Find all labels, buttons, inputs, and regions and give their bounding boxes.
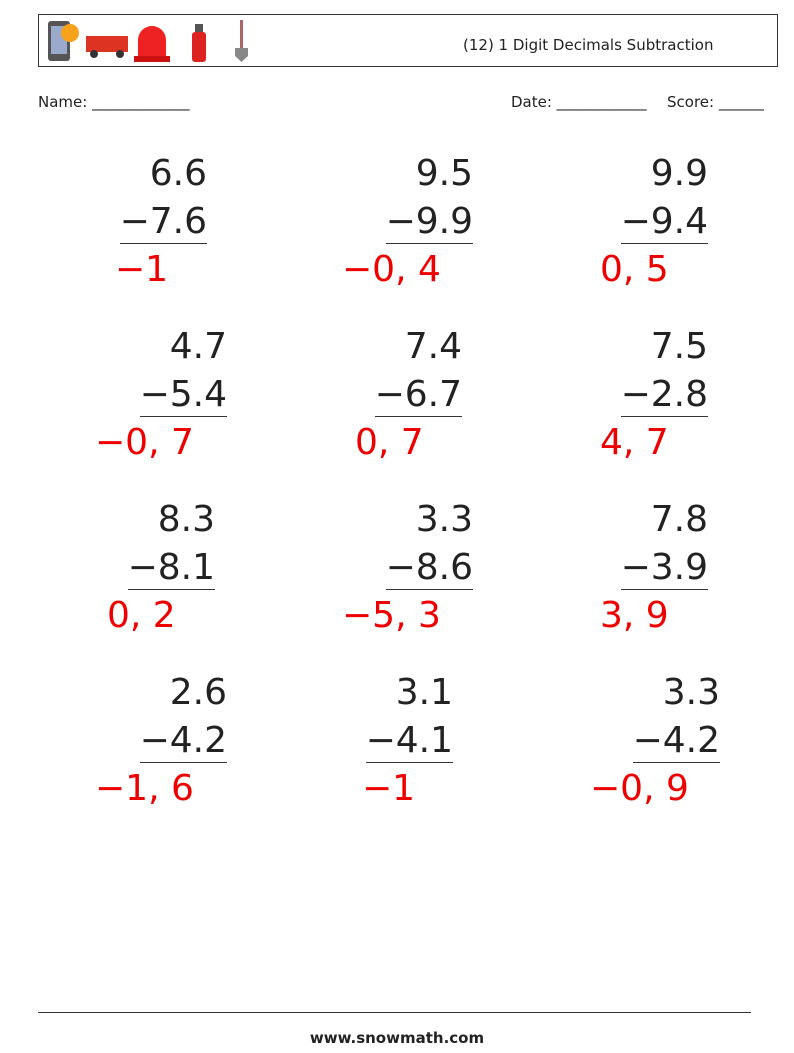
footer-site: www.snowmath.com — [309, 1029, 485, 1047]
bottom-number: −8.6 — [385, 547, 473, 588]
answer: −0, 7 — [95, 422, 194, 463]
siren-base — [134, 56, 170, 62]
top-number: 3.3 — [662, 672, 720, 713]
footer-rule — [38, 1012, 751, 1013]
answer: 4, 7 — [600, 422, 669, 463]
answer-rule — [139, 762, 227, 763]
header-box — [38, 14, 778, 67]
bottom-number: −4.2 — [139, 720, 227, 761]
icon-shovel — [240, 20, 243, 48]
bottom-number: −4.2 — [632, 720, 720, 761]
top-number: 7.4 — [404, 326, 462, 367]
bottom-number: −5.4 — [139, 374, 227, 415]
icon-extinguisher — [192, 32, 206, 62]
answer: 3, 9 — [600, 595, 669, 636]
phone-bubble — [61, 24, 79, 42]
answer: −0, 9 — [590, 768, 689, 809]
answer: 0, 7 — [355, 422, 424, 463]
name-field: Name: _____________ — [38, 93, 190, 111]
top-number: 2.6 — [169, 672, 227, 713]
top-number: 4.7 — [169, 326, 227, 367]
bottom-number: −3.9 — [620, 547, 708, 588]
answer-rule — [385, 589, 473, 590]
shovel-blade — [235, 48, 248, 62]
date-field: Date: ____________ — [511, 93, 647, 111]
top-number: 3.3 — [415, 499, 473, 540]
answer-rule — [119, 243, 207, 244]
bottom-number: −2.8 — [620, 374, 708, 415]
bottom-number: −4.1 — [365, 720, 453, 761]
bottom-number: −9.4 — [620, 201, 708, 242]
top-number: 7.8 — [650, 499, 708, 540]
answer: −5, 3 — [342, 595, 441, 636]
bottom-number: −7.6 — [119, 201, 207, 242]
icon-siren — [138, 26, 166, 56]
icon-truck — [86, 36, 128, 52]
wheel — [116, 50, 124, 58]
bottom-number: −6.7 — [374, 374, 462, 415]
extinguisher-valve — [195, 24, 203, 32]
top-number: 7.5 — [650, 326, 708, 367]
answer-rule — [632, 762, 720, 763]
answer-rule — [127, 589, 215, 590]
answer-rule — [385, 243, 473, 244]
answer-rule — [620, 243, 708, 244]
answer: 0, 5 — [600, 249, 669, 290]
answer: 0, 2 — [107, 595, 176, 636]
answer-rule — [620, 416, 708, 417]
answer-rule — [139, 416, 227, 417]
answer: −1 — [115, 249, 169, 290]
top-number: 6.6 — [149, 153, 207, 194]
top-number: 3.1 — [395, 672, 453, 713]
top-number: 9.5 — [415, 153, 473, 194]
title: (12) 1 Digit Decimals Subtraction — [463, 36, 714, 54]
bottom-number: −8.1 — [127, 547, 215, 588]
top-number: 8.3 — [157, 499, 215, 540]
answer: −0, 4 — [342, 249, 441, 290]
answer: −1 — [362, 768, 416, 809]
wheel — [90, 50, 98, 58]
header-icons — [48, 20, 248, 62]
score-field: Score: ______ — [667, 93, 764, 111]
answer-rule — [365, 762, 453, 763]
answer-rule — [374, 416, 462, 417]
bottom-number: −9.9 — [385, 201, 473, 242]
top-number: 9.9 — [650, 153, 708, 194]
answer-rule — [620, 589, 708, 590]
answer: −1, 6 — [95, 768, 194, 809]
